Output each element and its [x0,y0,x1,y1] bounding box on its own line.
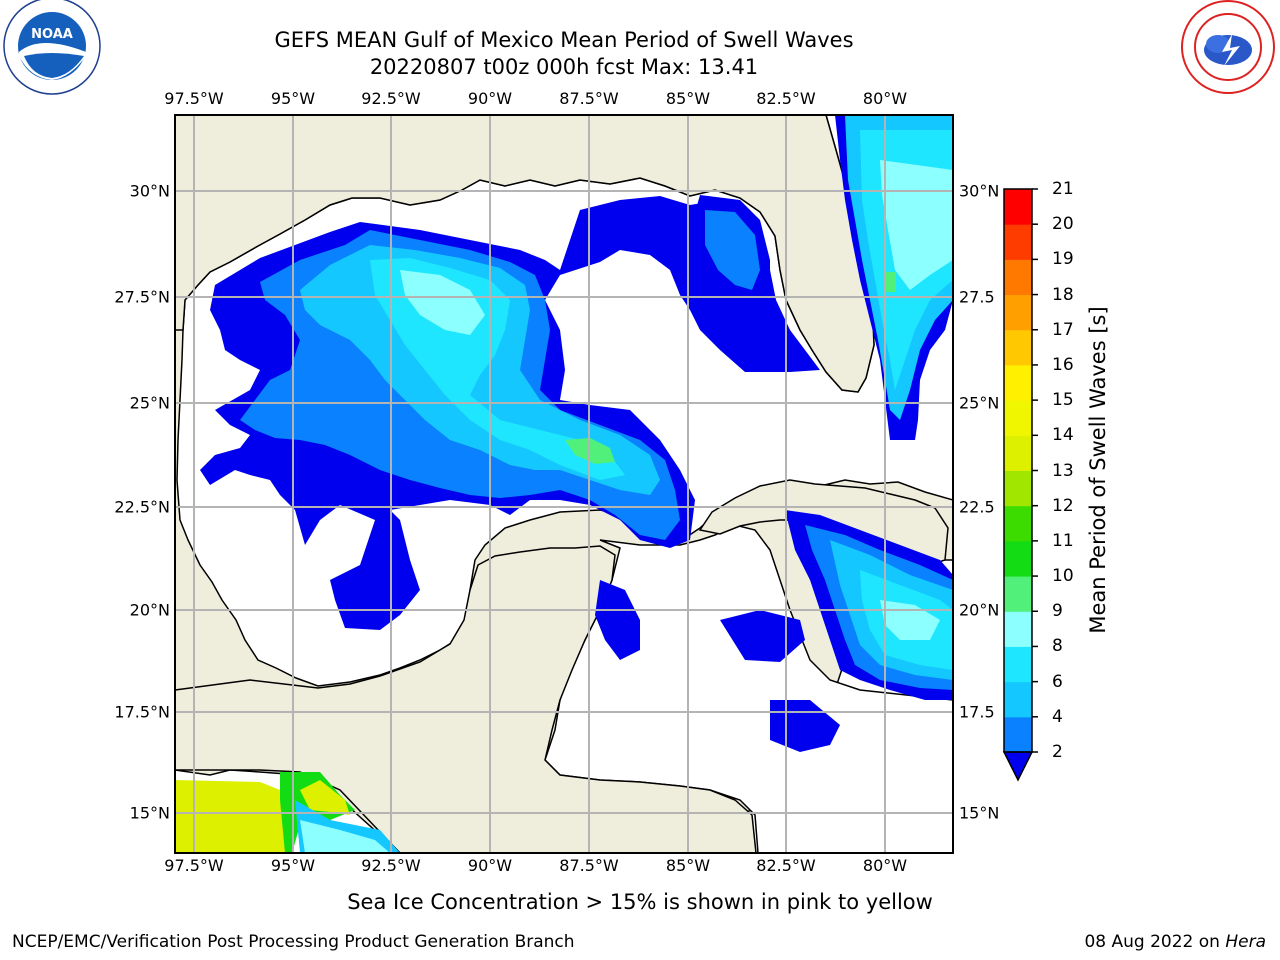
colorbar-tick-label: 17 [1052,319,1074,340]
lat-tick-right: 22.5 [959,497,995,517]
colorbar-tick-label: 8 [1052,636,1063,657]
lat-tick-left: 25°N [129,393,170,413]
sea-ice-note: Sea Ice Concentration > 15% is shown in … [347,890,933,914]
map-subtitle: 20220807 t00z 000h fcst Max: 13.41 [369,55,759,79]
lon-tick-bottom: 97.5°W [164,856,224,875]
colorbar-tick-label: 13 [1052,460,1074,481]
colorbar-tick-label: 19 [1052,249,1074,270]
colorbar-segment [1004,470,1032,507]
lat-tick-right: 15°N [959,803,1000,823]
lat-tick-left: 15°N [129,803,170,823]
colorbar-tick-label: 16 [1052,354,1074,375]
colorbar-segment [1004,505,1032,542]
lat-tick-left: 17.5°N [114,702,170,722]
lon-tick-bottom: 95°W [270,856,316,875]
date-value: 08 Aug 2022 on [1084,932,1220,952]
svg-text:NOAA: NOAA [31,27,73,42]
colorbar-segment [1004,435,1032,471]
lon-tick-top: 92.5°W [361,89,421,108]
lat-tick-right: 17.5 [959,702,995,722]
colorbar-tick-label: 18 [1052,284,1074,305]
lon-tick-top: 80°W [862,89,908,108]
lat-tick-right: 27.5 [959,287,995,307]
lon-tick-bottom: 87.5°W [559,856,619,875]
credit-text: NCEP/EMC/Verification Post Processing Pr… [12,932,575,952]
lon-tick-bottom: 90°W [467,856,513,875]
colorbar-segment [1004,681,1032,718]
colorbar-tick-label: 15 [1052,390,1074,411]
lat-tick-right: 20°N [959,600,1000,620]
colorbar-tick-label: 10 [1052,566,1074,587]
colorbar-extend-min [1002,751,1034,782]
lon-tick-top: 97.5°W [164,89,224,108]
colorbar-segment [1004,540,1032,577]
noaa-logo: NOAA [3,0,101,95]
colorbar-tick-label: 14 [1052,425,1074,446]
lat-tick-right: 25°N [959,393,1000,413]
colorbar-tick-label: 4 [1052,706,1063,727]
colorbar-tick-label: 2 [1052,742,1063,762]
colorbar-segment [1004,364,1032,401]
lat-tick-left: 20°N [129,600,170,620]
colorbar-segment [1004,646,1032,683]
lon-tick-bottom: 82.5°W [756,856,816,875]
colorbar-tick-label: 20 [1052,214,1074,235]
lat-tick-left: 22.5°N [114,497,170,517]
colorbar-segment [1004,716,1032,753]
lon-tick-top: 87.5°W [559,89,619,108]
colorbar [1002,188,1038,782]
lon-tick-top: 85°W [665,89,711,108]
colorbar-segment [1004,329,1032,366]
colorbar-tick-label: 9 [1052,601,1063,622]
colorbar-tick-label: 6 [1052,671,1063,692]
graticule [175,115,953,853]
nws-logo [1181,0,1275,94]
colorbar-tick-label: 11 [1052,530,1074,551]
colorbar-segment [1004,611,1032,647]
lat-tick-right: 30°N [959,181,1000,201]
machine-name: Hera [1225,932,1266,952]
colorbar-segment [1004,189,1032,225]
map-title: GEFS MEAN Gulf of Mexico Mean Period of … [274,28,854,52]
colorbar-segment [1004,224,1032,260]
colorbar-segment [1004,294,1032,331]
lon-tick-bottom: 92.5°W [361,856,421,875]
colorbar-segment [1004,576,1032,612]
lon-tick-bottom: 80°W [862,856,908,875]
swell-field [175,115,953,853]
map-border [174,114,954,854]
date-text: 08 Aug 2022 on Hera [1084,932,1266,952]
colorbar-tick-label: 12 [1052,495,1074,516]
lon-tick-bottom: 85°W [665,856,711,875]
lon-tick-top: 82.5°W [756,89,816,108]
colorbar-segment [1004,400,1032,436]
colorbar-tick-label: 21 [1052,179,1074,199]
lat-tick-left: 27.5°N [114,287,170,307]
lat-tick-left: 30°N [129,181,170,201]
colorbar-title: Mean Period of Swell Waves [s] [1086,306,1110,634]
colorbar-segment [1004,259,1032,296]
lon-tick-top: 95°W [270,89,316,108]
lon-tick-top: 90°W [467,89,513,108]
florida-land [175,115,875,393]
